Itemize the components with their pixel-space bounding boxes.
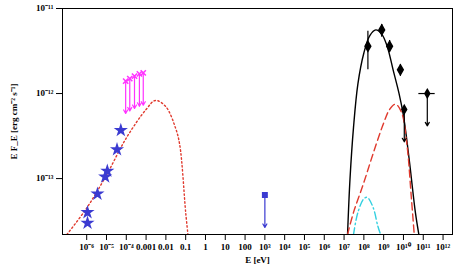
svg-text:0.1: 0.1 <box>180 242 192 252</box>
svg-text:10: 10 <box>221 242 231 252</box>
svg-text:10⁻⁶: 10⁻⁶ <box>79 242 94 252</box>
svg-text:E [eV]: E [eV] <box>245 255 270 265</box>
svg-text:1: 1 <box>203 242 208 252</box>
svg-text:10⁸: 10⁸ <box>358 242 370 252</box>
svg-text:0.001: 0.001 <box>136 242 157 252</box>
svg-text:10⁹: 10⁹ <box>378 242 390 252</box>
svg-text:0.01: 0.01 <box>158 242 174 252</box>
svg-text:10⁻⁵: 10⁻⁵ <box>99 242 114 252</box>
svg-text:10³: 10³ <box>259 242 271 252</box>
svg-text:10⁴: 10⁴ <box>279 242 291 252</box>
svg-text:10¹²: 10¹² <box>436 242 451 252</box>
svg-text:10⁷: 10⁷ <box>338 242 350 252</box>
svg-text:10⁵: 10⁵ <box>299 242 311 252</box>
svg-text:10⁻⁴: 10⁻⁴ <box>119 242 134 252</box>
svg-text:10⁶: 10⁶ <box>318 242 330 252</box>
svg-text:10⁻¹²: 10⁻¹² <box>36 88 54 98</box>
svg-text:E F_E [erg cm⁻² s⁻¹]: E F_E [erg cm⁻² s⁻¹] <box>9 84 19 160</box>
svg-text:10⁻¹¹: 10⁻¹¹ <box>36 3 54 13</box>
svg-text:10⁻¹³: 10⁻¹³ <box>36 173 54 183</box>
svg-text:100: 100 <box>238 242 252 252</box>
svg-text:10¹⁰: 10¹⁰ <box>396 242 412 252</box>
svg-text:10¹¹: 10¹¹ <box>416 242 431 252</box>
